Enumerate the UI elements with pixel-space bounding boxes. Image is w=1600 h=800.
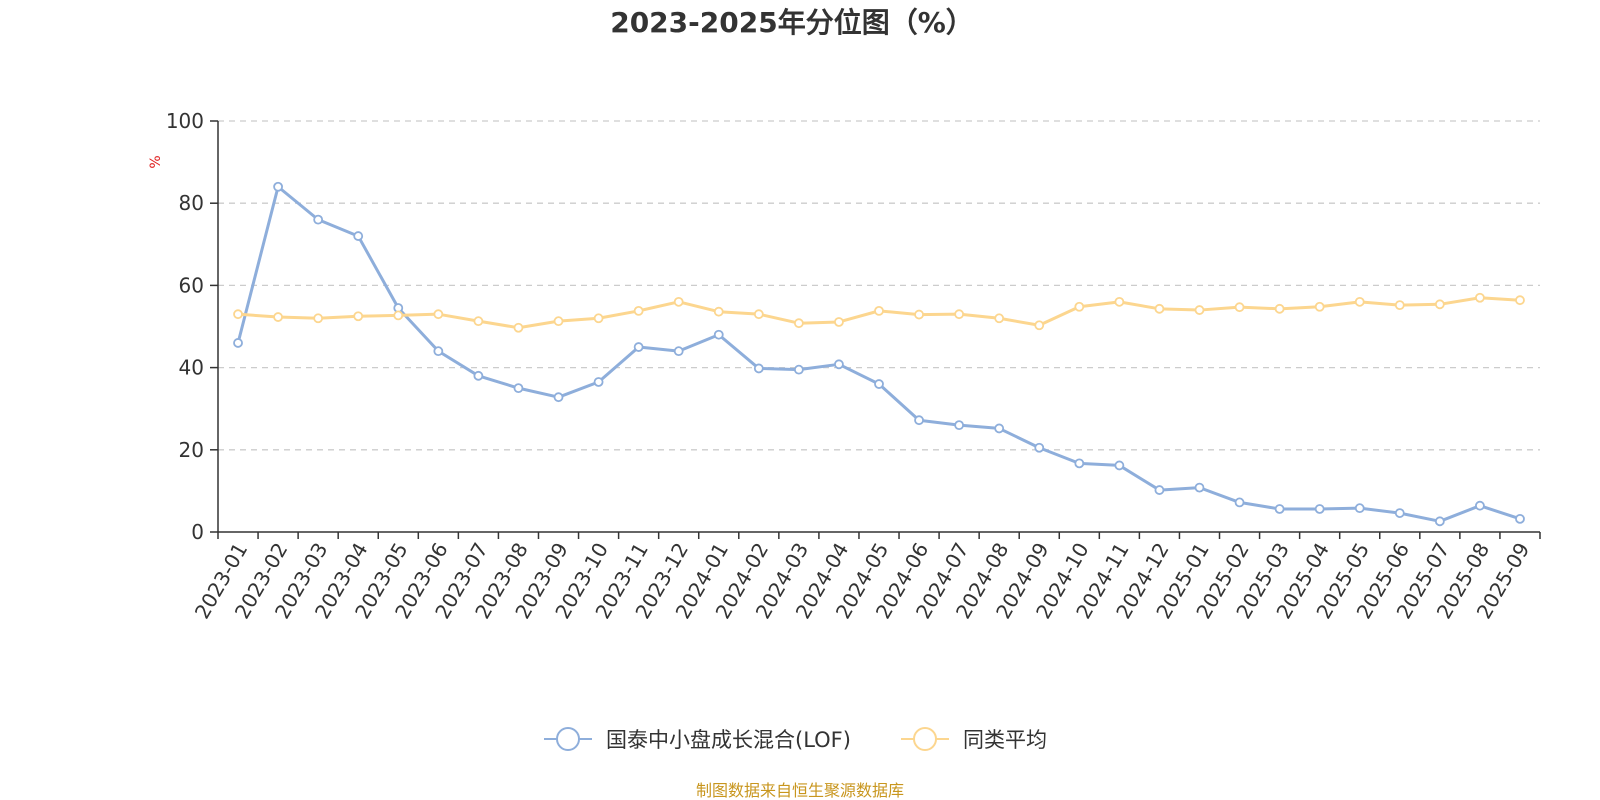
data-point[interactable] [713,329,724,340]
legend-marker [913,727,937,751]
data-point[interactable] [513,322,524,333]
legend[interactable]: 国泰中小盘成长混合(LOF) 同类平均 [544,727,1047,752]
data-point[interactable] [273,181,283,192]
series-1 [233,292,1525,333]
legend-item[interactable]: 同类平均 [901,727,1047,752]
data-point[interactable] [914,415,924,426]
data-point[interactable] [793,318,804,329]
data-point[interactable] [793,364,804,375]
data-point[interactable] [593,313,604,324]
data-point[interactable] [1434,516,1445,527]
data-point[interactable] [513,383,524,394]
data-point[interactable] [233,338,243,348]
data-point[interactable] [994,423,1005,434]
data-point[interactable] [994,313,1005,324]
data-point[interactable] [954,309,965,320]
data-point[interactable] [1515,295,1525,306]
series-line [236,185,1521,523]
data-point[interactable] [313,214,324,225]
data-point[interactable] [1194,305,1205,315]
legend-label: 同类平均 [963,728,1047,752]
data-point[interactable] [874,305,884,316]
y-tick-label: 0 [191,520,204,544]
data-point[interactable] [954,420,965,431]
data-point[interactable] [1074,301,1085,312]
data-point[interactable] [753,309,764,320]
data-point[interactable] [393,310,404,321]
data-point[interactable] [673,346,684,357]
data-point[interactable] [1234,497,1245,508]
data-point[interactable] [1234,302,1245,313]
data-point[interactable] [593,377,604,387]
data-point[interactable] [1475,292,1485,303]
y-tick-label: 20 [179,438,204,462]
data-point[interactable] [553,392,564,403]
y-ticks: 0 20 40 60 80 100 [166,109,218,544]
data-point[interactable] [1074,458,1085,469]
grid-lines [218,120,1540,451]
data-point[interactable] [353,231,364,241]
data-point[interactable] [1194,482,1205,493]
chart-title: 2023-2025年分位图（%） [610,6,974,39]
data-point[interactable] [233,309,243,320]
data-point[interactable] [834,317,844,327]
data-point[interactable] [874,379,884,389]
y-tick-label: 80 [179,191,204,215]
data-point[interactable] [273,312,283,322]
data-point[interactable] [1314,504,1325,514]
data-point[interactable] [433,309,444,320]
data-point[interactable] [633,342,644,352]
data-point[interactable] [1394,300,1405,311]
data-point[interactable] [473,370,484,381]
data-point[interactable] [433,346,444,357]
y-tick-label: 60 [179,273,204,297]
series [233,181,1525,527]
data-point[interactable] [713,306,724,317]
data-point[interactable] [633,305,644,316]
data-point[interactable] [1274,303,1285,314]
data-point[interactable] [1274,504,1285,514]
axes [217,121,1540,533]
data-point[interactable] [914,309,924,320]
data-point[interactable] [1154,303,1165,314]
data-point[interactable] [1354,296,1365,307]
data-point[interactable] [553,316,564,327]
x-ticks: 2023-012023-022023-032023-042023-052023-… [190,532,1541,623]
y-axis-label: % [148,155,164,168]
data-point[interactable] [1394,508,1405,518]
data-point[interactable] [834,359,844,370]
legend-label: 国泰中小盘成长混合(LOF) [606,728,851,752]
legend-marker [556,727,580,751]
y-tick-label: 100 [166,109,204,133]
data-point[interactable] [1034,320,1045,331]
y-tick-label: 40 [179,356,204,380]
data-point[interactable] [1434,299,1445,310]
data-point[interactable] [1475,500,1485,511]
source-note: 制图数据来自恒生聚源数据库 [696,781,904,800]
data-point[interactable] [313,313,324,324]
data-point[interactable] [473,316,484,327]
data-point[interactable] [1114,296,1125,307]
data-point[interactable] [1314,301,1325,312]
data-point[interactable] [753,363,764,374]
data-point[interactable] [353,311,364,322]
data-point[interactable] [1154,485,1165,495]
data-point[interactable] [1515,513,1525,524]
data-point[interactable] [1354,503,1365,514]
legend-item[interactable]: 国泰中小盘成长混合(LOF) [544,727,851,752]
data-point[interactable] [673,296,684,307]
series-0 [233,181,1525,527]
data-point[interactable] [1034,442,1045,453]
data-point[interactable] [1114,460,1125,471]
